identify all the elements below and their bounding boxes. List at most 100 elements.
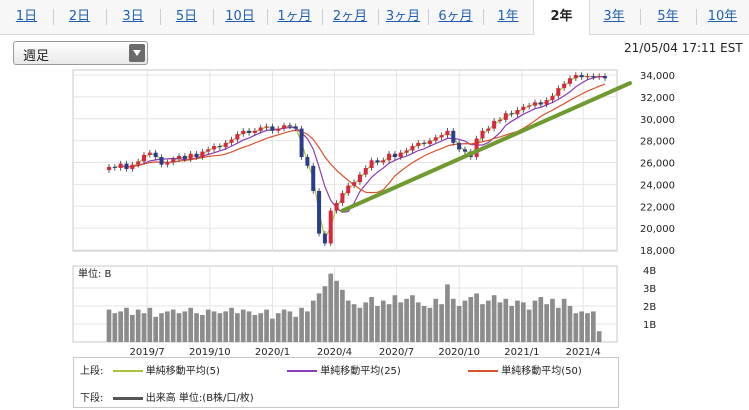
volume-tick-label: 2B bbox=[643, 302, 656, 313]
volume-bar bbox=[293, 316, 299, 342]
volume-bar bbox=[404, 298, 409, 342]
volume-bar bbox=[380, 300, 386, 342]
tab-separator bbox=[106, 9, 107, 25]
legend-upper-label: 上段: bbox=[80, 366, 104, 377]
tab-period-5[interactable]: 1ヶ月 bbox=[277, 9, 312, 24]
candle-body bbox=[410, 146, 415, 151]
tab-separator bbox=[696, 9, 697, 25]
candle-body bbox=[147, 152, 152, 155]
tab-separator bbox=[322, 9, 323, 25]
x-tick-label: 2020/1 bbox=[255, 347, 290, 357]
tab-period-4[interactable]: 10日 bbox=[225, 9, 255, 24]
tab-period-8[interactable]: 6ヶ月 bbox=[438, 9, 473, 24]
tab-period-2[interactable]: 3日 bbox=[122, 9, 144, 24]
volume-bar bbox=[579, 311, 584, 342]
tab-period-11[interactable]: 3年 bbox=[603, 9, 625, 24]
volume-bar bbox=[194, 313, 199, 342]
volume-bar bbox=[229, 307, 234, 342]
chevron-down-icon[interactable] bbox=[129, 44, 145, 62]
tab-period-6[interactable]: 2ヶ月 bbox=[332, 9, 368, 24]
volume-bar bbox=[573, 313, 579, 342]
volume-bar bbox=[170, 309, 176, 342]
candle-body bbox=[585, 76, 590, 78]
volume-bar bbox=[485, 300, 491, 342]
tab-separator bbox=[213, 9, 214, 25]
volume-bar bbox=[363, 302, 369, 342]
x-tick-label: 2021/4 bbox=[566, 347, 601, 357]
volume-bar bbox=[176, 313, 182, 342]
legend-ma5-label: 単純移動平均(5) bbox=[145, 366, 220, 377]
candle-body bbox=[194, 153, 199, 158]
volume-bar bbox=[299, 307, 304, 342]
x-tick-label: 2019/10 bbox=[189, 347, 231, 357]
candle-body bbox=[503, 113, 508, 120]
tab-period-0[interactable]: 1日 bbox=[15, 9, 38, 24]
tab-period-12[interactable]: 5年 bbox=[657, 9, 679, 24]
volume-bar bbox=[217, 313, 223, 342]
volume-bar bbox=[526, 309, 532, 342]
candle-body bbox=[293, 126, 298, 129]
x-tick-label: 2019/7 bbox=[130, 347, 165, 357]
volume-bar bbox=[532, 300, 538, 342]
candle-body bbox=[299, 128, 304, 158]
volume-bar bbox=[351, 304, 357, 342]
volume-tick-label: 4B bbox=[643, 266, 656, 277]
candle-body bbox=[328, 210, 333, 244]
legend-lower-row: 下段: 出来高 単位:(B株/口/枚) bbox=[80, 389, 254, 404]
price-tick-label: 28,000 bbox=[640, 137, 675, 148]
volume-bar bbox=[258, 313, 264, 342]
price-tick-label: 20,000 bbox=[640, 224, 675, 235]
candle-period-select[interactable]: 週足 bbox=[13, 41, 148, 65]
candle-body bbox=[212, 146, 217, 150]
volume-bar bbox=[252, 315, 258, 342]
volume-bar bbox=[480, 304, 485, 342]
candle-body bbox=[282, 125, 287, 129]
volume-bar bbox=[410, 295, 415, 342]
candle-body bbox=[457, 142, 462, 150]
volume-bar bbox=[538, 297, 544, 342]
price-chart: 34,000 32,000 30,000 28,000 26,000 24,000 22,0… bbox=[72, 69, 675, 357]
tab-period-3[interactable]: 5日 bbox=[175, 9, 198, 24]
candle-body bbox=[474, 138, 479, 158]
volume-bar bbox=[503, 298, 509, 342]
candle-body bbox=[317, 190, 322, 234]
volume-bar bbox=[147, 307, 153, 342]
volume-bar bbox=[456, 306, 462, 342]
volume-bar bbox=[106, 309, 112, 342]
candle-body bbox=[346, 185, 351, 194]
tab-period-13[interactable]: 10年 bbox=[707, 9, 738, 24]
tab-period-10[interactable]: 2年 bbox=[533, 0, 590, 35]
volume-bar bbox=[240, 309, 246, 342]
volume-bar bbox=[596, 331, 602, 342]
tab-separator bbox=[483, 9, 484, 25]
candle-period-value: 週足 bbox=[23, 49, 50, 64]
price-plot-area bbox=[72, 69, 618, 252]
tab-period-1[interactable]: 2日 bbox=[68, 9, 91, 24]
volume-bar bbox=[159, 313, 164, 342]
candle-body bbox=[276, 128, 281, 131]
volume-bar bbox=[345, 300, 351, 342]
candle-body bbox=[235, 134, 240, 140]
candle-body bbox=[124, 163, 129, 170]
candle-body bbox=[200, 151, 205, 158]
volume-bar bbox=[281, 309, 287, 342]
trend-line bbox=[340, 81, 632, 213]
candle-body bbox=[404, 150, 409, 153]
volume-bar bbox=[544, 304, 549, 342]
volume-bar bbox=[497, 302, 503, 342]
candle-body bbox=[538, 102, 543, 105]
candle-body bbox=[567, 78, 572, 84]
candle-body bbox=[509, 113, 514, 115]
volume-bar bbox=[264, 309, 269, 342]
volume-bar bbox=[130, 315, 135, 342]
volume-bar bbox=[223, 311, 229, 342]
tab-period-9[interactable]: 1年 bbox=[497, 9, 519, 24]
tab-period-7[interactable]: 3ヶ月 bbox=[385, 9, 421, 24]
candle-body bbox=[597, 76, 602, 78]
candle-body bbox=[340, 193, 345, 203]
candle-body bbox=[270, 126, 275, 131]
candle-body bbox=[118, 163, 123, 168]
volume-bar bbox=[427, 307, 433, 342]
candle-body bbox=[334, 202, 339, 211]
volume-bar bbox=[386, 304, 392, 342]
